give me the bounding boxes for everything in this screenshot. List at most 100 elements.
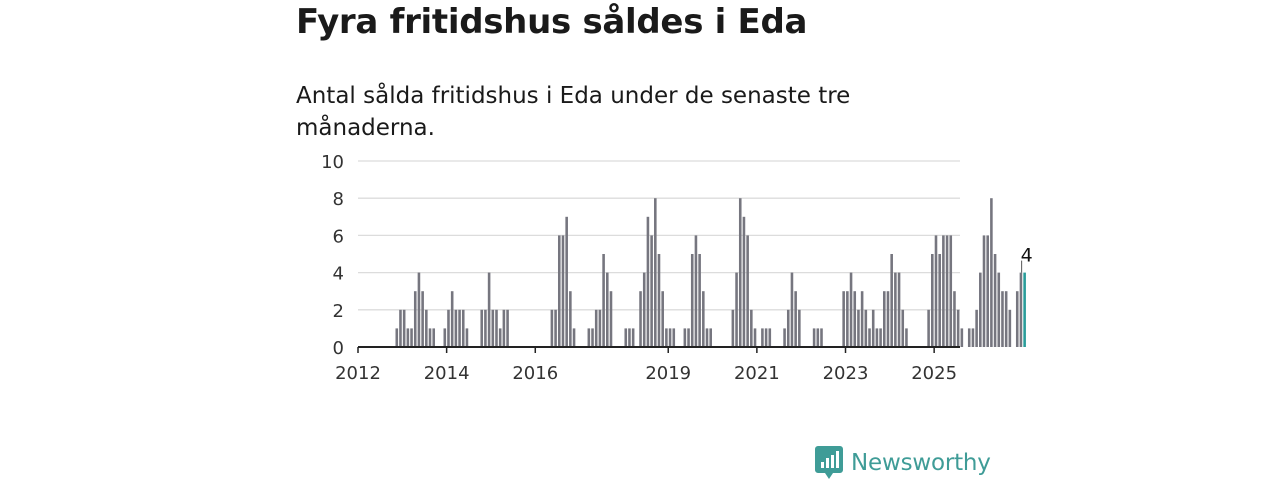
bar (572, 328, 576, 347)
bar (849, 272, 853, 347)
bar (1015, 291, 1019, 347)
bar (550, 309, 554, 347)
bar (753, 328, 757, 347)
bar (502, 309, 506, 347)
y-axis-ticks: 0 2 4 6 8 10 (321, 152, 344, 359)
bar (746, 235, 749, 347)
bar (624, 328, 628, 347)
x-axis-ticks: 2012 2014 2016 2019 2021 2023 2025 (335, 346, 960, 384)
y-tick-label: 2 (333, 301, 344, 322)
bar (945, 235, 949, 347)
bar (702, 291, 705, 347)
bar (591, 328, 594, 347)
bar (672, 328, 676, 347)
bar (480, 309, 484, 347)
bar (495, 309, 498, 347)
bar (853, 291, 857, 347)
y-tick-label: 10 (321, 152, 344, 173)
bar (993, 254, 997, 347)
bar (901, 309, 905, 347)
bar-latest (1023, 272, 1026, 347)
bar (820, 328, 823, 347)
bar (491, 309, 495, 347)
chart-subtitle: Antal sålda fritidshus i Eda under de se… (296, 83, 851, 141)
bar (971, 328, 975, 347)
bar (454, 309, 458, 347)
chart-title: Fyra fritidshus såldes i Eda (296, 2, 808, 42)
bar (447, 309, 450, 347)
bars (395, 198, 1026, 347)
bar (997, 272, 1001, 347)
bar (432, 328, 436, 347)
bar (654, 198, 657, 347)
x-tick-label: 2012 (335, 363, 381, 384)
bar (857, 309, 860, 347)
bar (742, 216, 746, 347)
x-tick-label: 2023 (823, 363, 869, 384)
bar (609, 291, 613, 347)
bar (602, 254, 605, 347)
bar (594, 309, 598, 347)
x-tick-label: 2016 (512, 363, 558, 384)
bar (587, 328, 591, 347)
bar (465, 328, 469, 347)
bar (890, 254, 893, 347)
bar (967, 328, 971, 347)
bar (794, 291, 797, 347)
bar (506, 309, 509, 347)
bar (705, 328, 709, 347)
bar (487, 272, 491, 347)
bar (410, 328, 413, 347)
bar (938, 254, 941, 347)
bar (960, 328, 964, 347)
bar (683, 328, 687, 347)
newsworthy-logo-icon (815, 446, 843, 479)
bar (979, 272, 982, 347)
bar (668, 328, 672, 347)
bar (927, 309, 930, 347)
data-labels: 4 (1021, 245, 1033, 273)
newsworthy-logo[interactable]: Newsworthy (815, 446, 991, 479)
bar (860, 291, 864, 347)
bar (846, 291, 849, 347)
bar (690, 254, 694, 347)
bar (698, 254, 701, 347)
bar (750, 309, 753, 347)
bar (875, 328, 879, 347)
bar (569, 291, 572, 347)
bar (1001, 291, 1004, 347)
bar (897, 272, 901, 347)
bar (665, 328, 668, 347)
bar (894, 272, 897, 347)
bar (650, 235, 653, 347)
bar (905, 328, 908, 347)
bar (798, 309, 801, 347)
bar (882, 291, 886, 347)
bar (639, 291, 642, 347)
bar (709, 328, 712, 347)
bar (812, 328, 816, 347)
bar (864, 309, 868, 347)
bar (606, 272, 609, 347)
bar (786, 309, 790, 347)
x-tick-label: 2021 (734, 363, 780, 384)
last-value-label: 4 (1021, 245, 1033, 267)
bar (931, 254, 934, 347)
bar (816, 328, 820, 347)
y-tick-label: 0 (333, 338, 344, 359)
bar-chart: 0 2 4 6 8 10 2012 2014 2016 2019 2021 2023 2025 4 (321, 152, 1033, 384)
bar (498, 328, 502, 347)
bar (661, 291, 664, 347)
bar (942, 235, 945, 347)
bar (694, 235, 698, 347)
bar (565, 216, 568, 347)
bar (871, 309, 875, 347)
bar (642, 272, 646, 347)
bar (657, 254, 661, 347)
bar (783, 328, 786, 347)
bar (868, 328, 871, 347)
bar (842, 291, 845, 347)
x-tick-label: 2014 (424, 363, 470, 384)
bar (402, 309, 406, 347)
bar (443, 328, 447, 347)
